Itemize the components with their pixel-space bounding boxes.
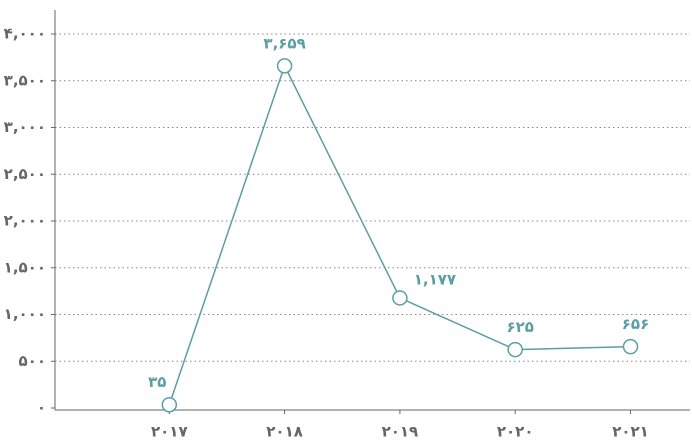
y-tick-label: ۰ bbox=[37, 399, 46, 417]
data-label: ۳۵ bbox=[148, 373, 166, 391]
y-tick-label: ۲,۰۰۰ bbox=[4, 212, 46, 230]
point bbox=[161, 396, 178, 413]
y-tick-label: ۵۰۰ bbox=[19, 352, 46, 370]
y-tick-label: ۲,۵۰۰ bbox=[4, 165, 46, 183]
data-label: ۶۵۶ bbox=[622, 315, 649, 333]
data-label: ۶۲۵ bbox=[506, 318, 533, 336]
y-tick-label: ۱,۰۰۰ bbox=[4, 305, 46, 323]
x-tick-label: ۲۰۱۸ bbox=[266, 423, 303, 440]
point bbox=[622, 338, 639, 355]
y-tick-label: ۱,۵۰۰ bbox=[4, 258, 46, 276]
x-tick-label: ۲۰۲۰ bbox=[497, 423, 534, 440]
y-tick-label: ۳,۵۰۰ bbox=[4, 71, 46, 89]
point bbox=[507, 341, 523, 358]
y-tick-label: ۴,۰۰۰ bbox=[4, 25, 46, 43]
data-label: ۳,۶۵۹ bbox=[263, 34, 305, 52]
x-tick-label: ۲۰۱۷ bbox=[151, 423, 188, 440]
line bbox=[168, 63, 631, 405]
point bbox=[276, 58, 293, 74]
x-tick-label: ۲۰۱۹ bbox=[382, 423, 419, 440]
y-tick-label: ۳,۰۰۰ bbox=[4, 118, 46, 136]
data-label: ۱,۱۷۷ bbox=[414, 270, 456, 288]
x-tick-label: ۲۰۲۱ bbox=[612, 423, 649, 440]
point bbox=[392, 290, 408, 306]
